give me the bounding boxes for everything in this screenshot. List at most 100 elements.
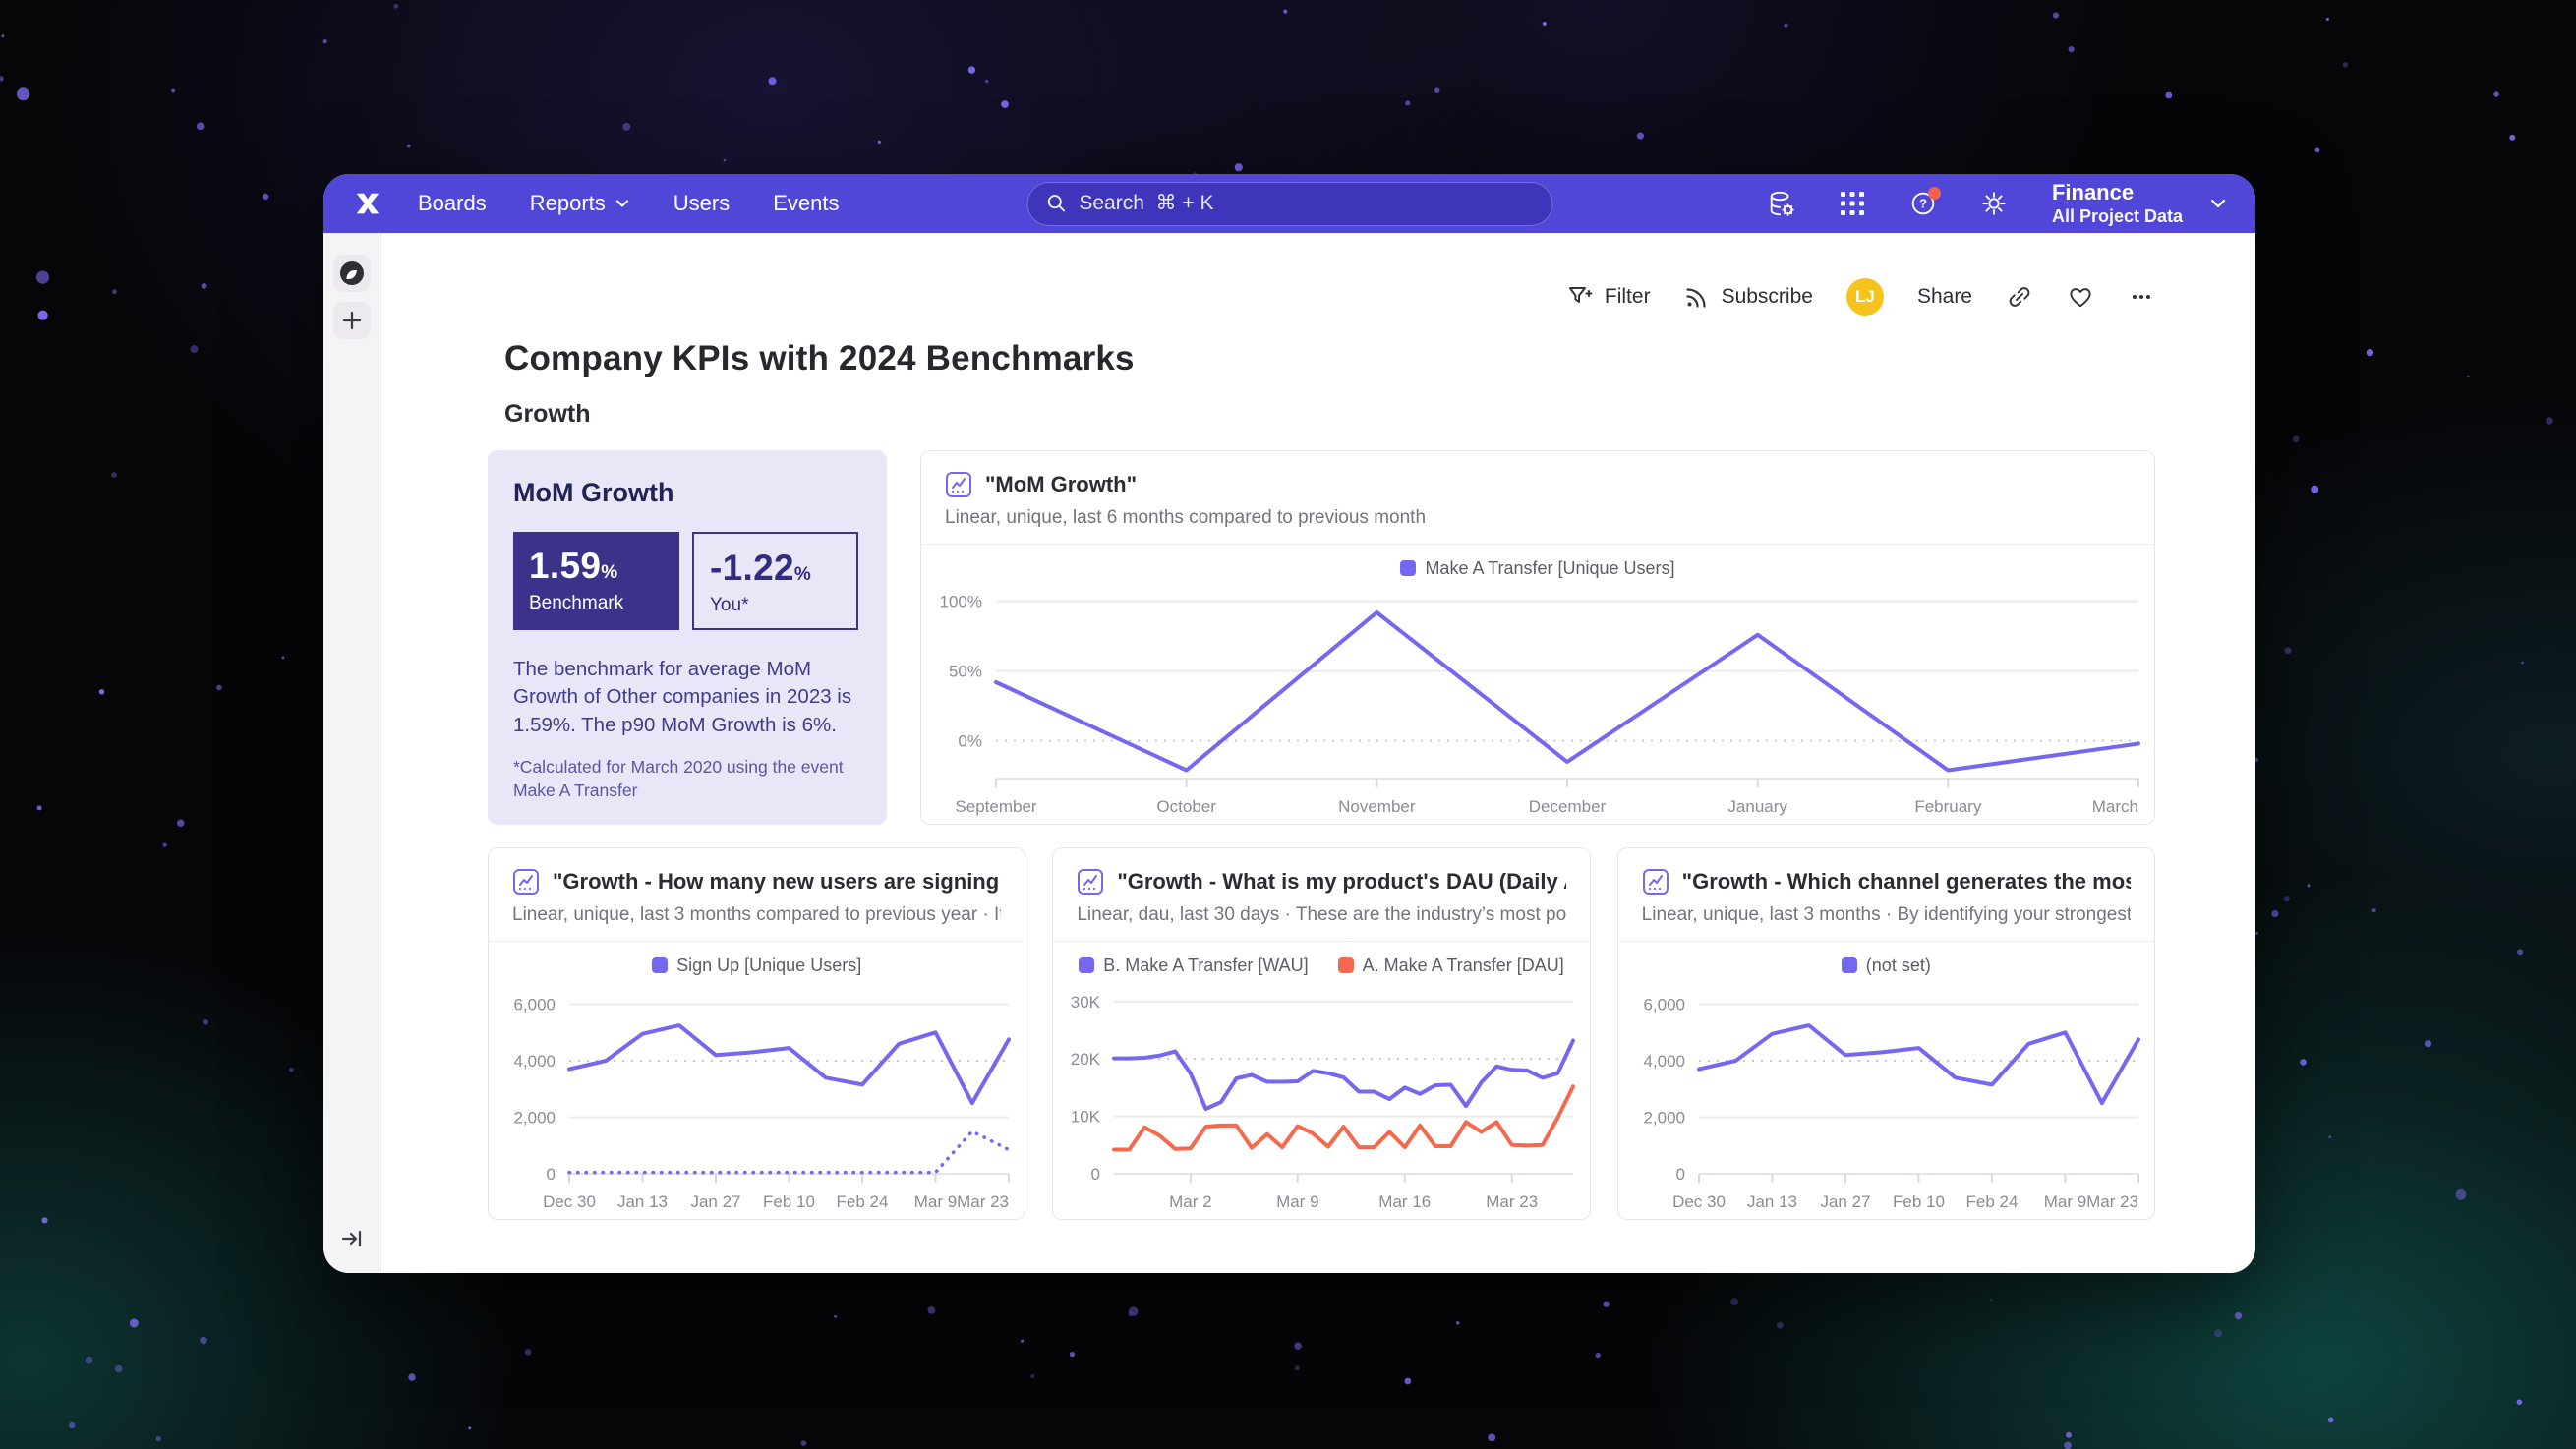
search-bar[interactable] xyxy=(1026,181,1552,226)
svg-text:0: 0 xyxy=(1675,1165,1684,1184)
svg-text:Mar 23: Mar 23 xyxy=(1487,1192,1539,1211)
legend-swatch xyxy=(652,957,669,973)
svg-text:Mar 9: Mar 9 xyxy=(2043,1192,2085,1211)
svg-text:October: October xyxy=(1156,797,1216,816)
section-title: Growth xyxy=(504,400,591,428)
svg-text:Jan 13: Jan 13 xyxy=(1747,1192,1797,1211)
legend-item: A. Make A Transfer [DAU] xyxy=(1337,956,1564,976)
subscribe-button[interactable]: Subscribe xyxy=(1684,284,1813,310)
apps-grid-icon[interactable] xyxy=(1832,183,1873,224)
svg-text:Mar 23: Mar 23 xyxy=(957,1192,1009,1211)
benchmark-card-title: MoM Growth xyxy=(513,478,674,507)
project-subtitle: All Project Data xyxy=(2051,205,2183,226)
plus-icon xyxy=(342,311,362,330)
left-sidebar xyxy=(323,233,381,1273)
more-options-button[interactable] xyxy=(2128,283,2155,311)
help-icon[interactable]: ? xyxy=(1903,183,1944,224)
nav-item-events[interactable]: Events xyxy=(773,191,840,215)
legend-swatch xyxy=(1841,957,1857,973)
svg-text:30K: 30K xyxy=(1071,993,1101,1012)
project-selector[interactable]: Finance All Project Data xyxy=(2052,180,2228,228)
svg-text:0: 0 xyxy=(547,1165,556,1184)
svg-text:2,000: 2,000 xyxy=(1643,1109,1685,1128)
line-chart-icon xyxy=(946,472,971,497)
line-chart-icon xyxy=(1078,869,1104,895)
data-management-icon[interactable] xyxy=(1761,183,1802,224)
report-subtitle: Linear, unique, last 3 months compared t… xyxy=(512,904,1001,925)
nav-item-boards[interactable]: Boards xyxy=(418,191,487,215)
svg-text:?: ? xyxy=(1919,197,1927,211)
nav-right-group: ? Finance All Project Data xyxy=(1761,180,2228,228)
svg-text:50%: 50% xyxy=(949,663,982,681)
settings-gear-icon[interactable] xyxy=(1973,183,2015,224)
filter-button[interactable]: Filter xyxy=(1567,284,1651,310)
benchmark-stat: 1.59% Benchmark xyxy=(513,532,679,630)
svg-text:Mar 16: Mar 16 xyxy=(1379,1192,1432,1211)
cards-row-1: MoM Growth 1.59% Benchmark -1.22% You* T… xyxy=(488,450,2155,825)
svg-text:4,000: 4,000 xyxy=(1643,1052,1685,1071)
project-name: Finance xyxy=(2051,179,2135,204)
mixpanel-logo[interactable] xyxy=(351,187,384,220)
svg-text:November: November xyxy=(1338,797,1416,816)
chart-legend: Sign Up [Unique Users] xyxy=(489,942,1025,979)
svg-text:Feb 24: Feb 24 xyxy=(1965,1192,2018,1211)
favorite-button[interactable] xyxy=(2067,283,2094,311)
report-title: "Growth - Which channel generates the mo… xyxy=(1681,869,2131,894)
svg-text:6,000: 6,000 xyxy=(1643,996,1685,1014)
cards-row-2: "Growth - How many new users are signing… xyxy=(488,847,2155,1220)
svg-text:Mar 9: Mar 9 xyxy=(1276,1192,1318,1211)
svg-text:Dec 30: Dec 30 xyxy=(543,1192,596,1211)
legend-swatch xyxy=(1079,957,1095,973)
svg-text:February: February xyxy=(1914,797,1982,816)
svg-text:Dec 30: Dec 30 xyxy=(1672,1192,1726,1211)
top-nav: Boards Reports Users Events xyxy=(323,174,2255,233)
benchmark-footnote: *Calculated for March 2020 using the eve… xyxy=(513,756,844,801)
report-subtitle: Linear, unique, last 6 months compared t… xyxy=(945,507,1427,528)
rss-icon xyxy=(1685,288,1706,308)
share-button[interactable]: Share xyxy=(1916,285,1972,308)
collapse-sidebar-icon xyxy=(341,1230,362,1247)
compass-button[interactable] xyxy=(333,255,371,292)
link-icon xyxy=(2009,287,2030,307)
page-title: Company KPIs with 2024 Benchmarks xyxy=(504,339,1135,377)
chart-legend: B. Make A Transfer [WAU] A. Make A Transf… xyxy=(1053,942,1589,979)
legend-item: (not set) xyxy=(1841,956,1931,976)
legend-swatch xyxy=(1337,957,1354,973)
report-card-channels[interactable]: "Growth - Which channel generates the mo… xyxy=(1616,847,2155,1220)
report-card-dau[interactable]: "Growth - What is my product's DAU (Dail… xyxy=(1052,847,1591,1220)
svg-text:20K: 20K xyxy=(1071,1050,1101,1069)
legend-item: Sign Up [Unique Users] xyxy=(652,956,861,976)
app-window: Boards Reports Users Events xyxy=(323,174,2255,1273)
svg-text:Jan 27: Jan 27 xyxy=(1820,1192,1870,1211)
svg-text:December: December xyxy=(1529,797,1607,816)
add-board-button[interactable] xyxy=(333,302,371,339)
avatar[interactable]: LJ xyxy=(1845,278,1884,316)
chart-canvas: 6,000 4,000 2,000 0 Dec 30 Jan 13 Jan 27 Feb 10… xyxy=(1618,979,2154,1219)
svg-text:10K: 10K xyxy=(1071,1108,1101,1127)
svg-text:Jan 27: Jan 27 xyxy=(690,1192,740,1211)
expand-sidebar-button[interactable] xyxy=(333,1220,371,1257)
chevron-down-icon xyxy=(2210,199,2226,208)
search-icon xyxy=(1047,195,1065,212)
report-card-signups[interactable]: "Growth - How many new users are signing… xyxy=(488,847,1026,1220)
nav-item-users[interactable]: Users xyxy=(673,191,731,215)
you-stat: -1.22% You* xyxy=(692,532,858,630)
svg-text:Jan 13: Jan 13 xyxy=(617,1192,668,1211)
search-input[interactable] xyxy=(1079,192,1534,215)
copy-link-button[interactable] xyxy=(2006,283,2033,311)
svg-text:September: September xyxy=(955,797,1036,816)
nav-item-reports[interactable]: Reports xyxy=(530,191,630,216)
svg-text:Feb 10: Feb 10 xyxy=(1893,1192,1945,1211)
svg-text:Feb 24: Feb 24 xyxy=(837,1192,889,1211)
line-chart-icon xyxy=(1642,869,1669,895)
chart-legend: (not set) xyxy=(1618,942,2154,979)
compass-icon xyxy=(340,261,364,285)
report-subtitle: Linear, unique, last 3 months · By ident… xyxy=(1641,904,2131,925)
legend-item: Make A Transfer [Unique Users] xyxy=(1400,558,1675,579)
board-toolbar: Filter Subscribe LJ Share xyxy=(488,274,2155,319)
chart-legend: Make A Transfer [Unique Users] xyxy=(921,545,2154,582)
report-card-mom-growth[interactable]: "MoM Growth" Linear, unique, last 6 mont… xyxy=(920,450,2155,825)
main-content: Filter Subscribe LJ Share xyxy=(381,233,2255,1273)
svg-text:0%: 0% xyxy=(958,732,982,751)
svg-text:Mar 2: Mar 2 xyxy=(1169,1192,1211,1211)
